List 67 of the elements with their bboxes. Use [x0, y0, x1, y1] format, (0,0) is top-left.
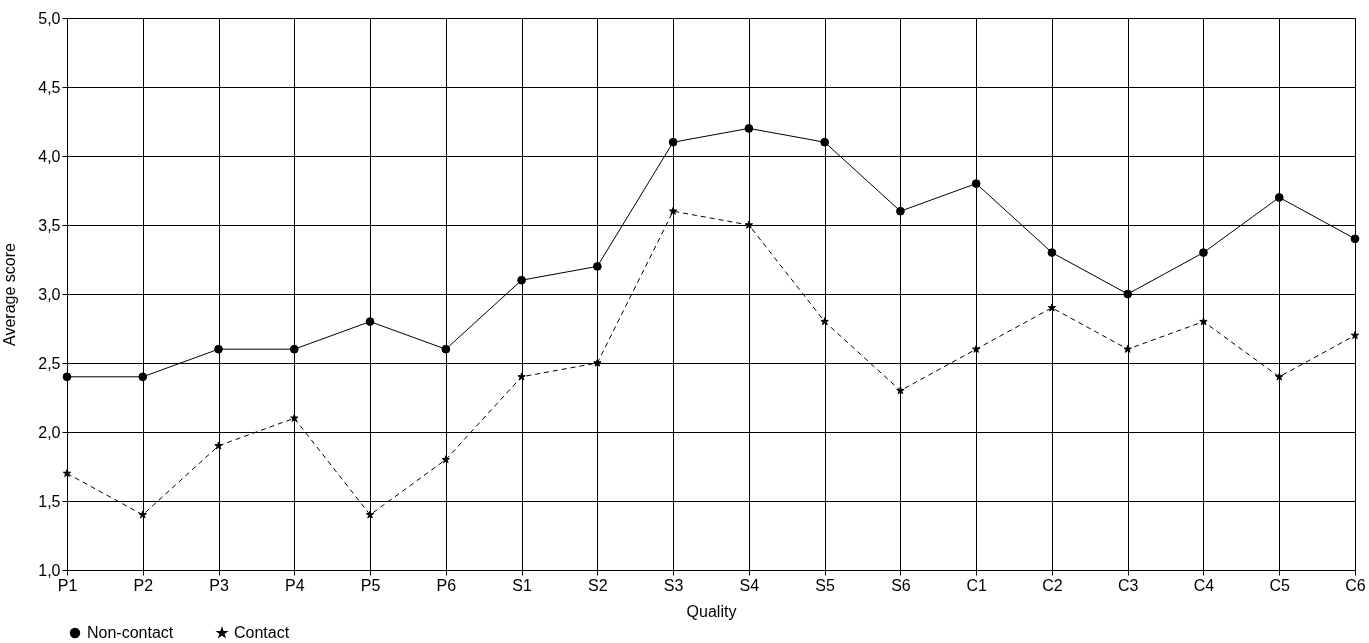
x-axis-title: Quality	[686, 602, 737, 620]
x-tick-label: C2	[1042, 576, 1063, 594]
point	[744, 124, 754, 133]
point	[1123, 344, 1132, 353]
x-tick-label: S3	[663, 576, 684, 594]
point	[441, 455, 450, 464]
x-tick-label: S5	[815, 576, 836, 594]
point	[1274, 193, 1284, 202]
point	[972, 344, 981, 353]
x-tick-label: P2	[133, 576, 154, 594]
point	[138, 510, 147, 519]
point	[62, 372, 72, 382]
x-tick-label: C4	[1193, 576, 1215, 594]
point	[1275, 372, 1284, 381]
y-tick-label: 1,5	[38, 492, 61, 510]
y-tick-label: 5,0	[38, 9, 61, 27]
point	[820, 137, 830, 147]
x-tick-label: P4	[285, 576, 305, 594]
point	[517, 275, 526, 285]
point	[1350, 234, 1360, 244]
x-tick-label: S2	[588, 576, 608, 594]
point	[592, 262, 602, 271]
point	[1047, 248, 1057, 257]
point	[1123, 289, 1133, 299]
point	[1199, 317, 1208, 326]
x-tick-label: S6	[891, 576, 911, 594]
x-tick-label: P6	[436, 576, 457, 594]
point	[365, 510, 375, 519]
y-tick-label: 4,5	[38, 78, 61, 96]
point	[517, 372, 526, 381]
x-tick-label: C3	[1117, 576, 1139, 594]
point	[62, 469, 72, 478]
point	[214, 344, 223, 354]
point	[896, 386, 905, 395]
point	[214, 441, 223, 450]
x-tick-label: S4	[739, 576, 760, 594]
y-tick-label: 4,0	[38, 147, 61, 165]
point	[593, 358, 602, 367]
point	[744, 220, 754, 229]
x-tick-label: C6	[1345, 576, 1366, 594]
point	[668, 206, 678, 215]
point	[365, 317, 375, 326]
y-tick-label: 2,5	[38, 354, 61, 372]
legend-label: Non-contact	[87, 624, 174, 641]
point	[290, 413, 299, 422]
point	[441, 344, 451, 354]
x-tick-label: C1	[966, 576, 987, 594]
point	[896, 206, 905, 216]
point	[1199, 248, 1208, 257]
x-tick-label: P5	[360, 576, 381, 594]
y-axis-title: Average score	[1, 242, 19, 346]
x-tick-label: P1	[57, 576, 78, 594]
x-tick-label: S1	[512, 576, 532, 594]
x-tick-label: C5	[1269, 576, 1291, 594]
point	[971, 179, 981, 188]
y-tick-label: 3,5	[38, 216, 61, 234]
y-tick-label: 3,0	[38, 285, 61, 303]
point	[1350, 331, 1360, 340]
x-tick-label: P3	[209, 576, 229, 594]
point	[1047, 303, 1057, 312]
point	[668, 137, 678, 147]
legend-label: Contact	[234, 624, 290, 641]
y-tick-label: 2,0	[38, 423, 61, 441]
point	[289, 344, 299, 354]
point	[138, 372, 148, 382]
point	[820, 317, 829, 326]
y-tick-label: 1,0	[38, 561, 61, 579]
